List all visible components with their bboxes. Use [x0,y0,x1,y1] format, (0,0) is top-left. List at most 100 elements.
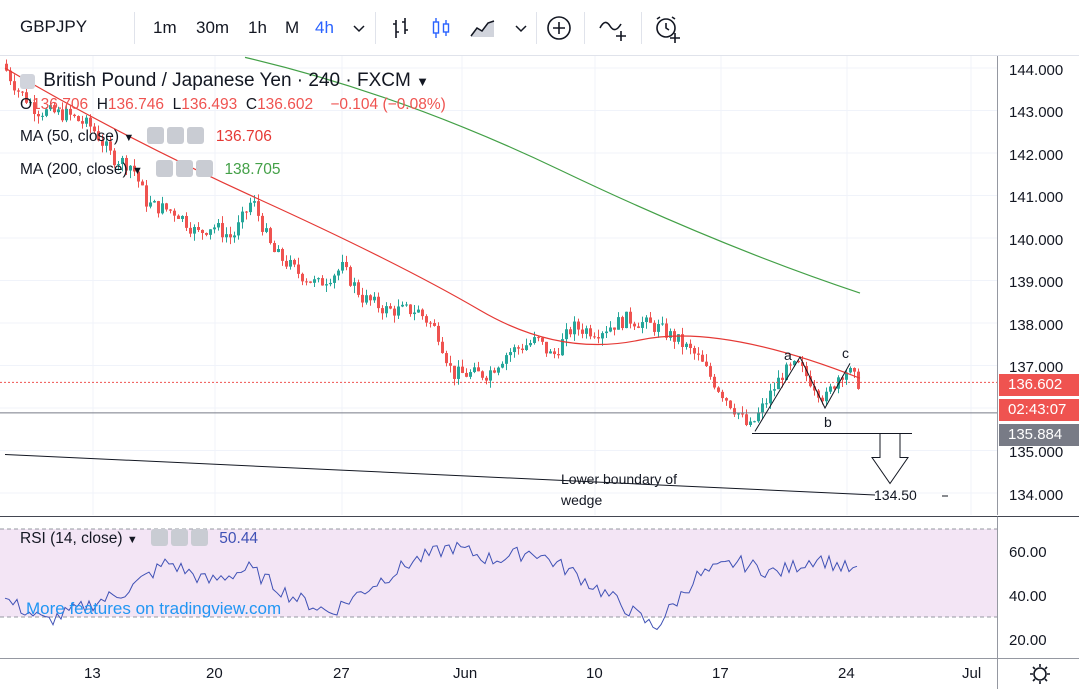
candle-up [529,343,532,346]
candle-up [525,345,528,351]
candle-down [197,227,200,230]
time-axis[interactable]: 13 20 27 Jun 10 17 24 Jul [0,658,997,689]
candle-down [725,398,728,401]
candle-up [365,295,368,303]
candle-down [425,316,428,323]
gear-icon[interactable] [175,160,193,177]
alert-icon[interactable] [651,12,683,44]
chevron-down-icon[interactable]: ▼ [123,132,135,144]
wave-c-label: c [842,345,849,361]
dropdown-chevron-icon[interactable] [343,12,375,44]
compare-icon[interactable] [597,12,629,44]
candle-up [793,360,796,366]
price-tick: 142.000 [1009,147,1064,164]
timeframe-month[interactable]: M [285,18,300,37]
rsi-label[interactable]: RSI (14, close) [20,530,123,547]
candle-down [141,181,144,186]
candle-down [781,377,784,381]
candle-up [657,324,660,332]
target-label: 134.50 [874,487,917,503]
top-toolbar: GBPJPY 1m 30m 1h M 4h [0,0,1079,56]
gear-icon[interactable] [167,127,185,144]
chevron-down-icon[interactable]: ▼ [126,534,138,546]
candle-down [389,306,392,309]
timeframe-30m[interactable]: 30m [196,18,230,37]
price-axis[interactable]: 144.000 143.000 142.000 141.000 140.000 … [997,56,1079,515]
candle-down [5,63,8,71]
chevron-down-icon[interactable]: ▼ [132,165,143,177]
gear-icon[interactable] [998,659,1079,689]
promo-link[interactable]: More features on tradingview.com [26,599,282,618]
candle-up [737,413,740,415]
legend-title-row: British Pound / Japanese Yen · 240 · FXC… [20,70,429,92]
candle-up [193,227,196,234]
gear-icon[interactable] [170,529,188,546]
symbol-search[interactable]: GBPJPY [20,17,88,36]
legend-ohlc-row: O136.706 H136.746 L136.493 C136.602 −0.1… [20,96,446,114]
candle-down [853,368,856,372]
timeframe-1m[interactable]: 1m [153,18,177,37]
candle-up [233,235,236,238]
close-icon[interactable] [190,529,208,546]
legend-ma200-row: MA (200, close) ▼ 138.705 [20,160,280,179]
candle-up [41,115,44,117]
eye-icon[interactable] [155,160,173,177]
candle-down [813,386,816,391]
chevron-down-icon[interactable] [505,12,537,44]
collapse-legend-icon[interactable] [20,74,35,89]
rsi-legend-row: RSI (14, close) ▼ 50.44 [20,529,258,548]
candle-down [461,366,464,373]
candle-down [17,90,20,92]
wedge-lower-boundary [4,454,876,496]
candle-up [45,109,48,116]
candle-up [241,211,244,223]
price-tick: 138.000 [1009,317,1064,334]
candle-down [733,408,736,415]
close-icon[interactable] [187,127,205,144]
candle-down [477,367,480,372]
rsi-pane[interactable]: RSI (14, close) ▼ 50.44 More features on… [0,516,997,658]
close-icon[interactable] [195,160,213,177]
candle-down [101,140,104,146]
rsi-line [4,541,858,631]
candle-up [677,334,680,342]
candle-down [245,211,248,213]
bar-chart-icon[interactable] [385,12,417,44]
candle-down [221,223,224,238]
candle-down [465,372,468,377]
candle-up [825,391,828,402]
open-value: 136.706 [32,96,89,113]
timeframe-4h[interactable]: 4h [315,18,334,37]
candle-down [13,81,16,91]
candle-up [777,377,780,390]
eye-icon[interactable] [150,529,168,546]
chart-settings[interactable] [997,658,1079,689]
candle-down [125,157,128,171]
eye-icon[interactable] [147,127,165,144]
rsi-axis[interactable]: 60.00 40.00 20.00 [997,516,1079,658]
candle-up [129,165,132,171]
area-chart-icon[interactable] [466,12,498,44]
candle-up [501,363,504,368]
price-tick: 140.000 [1009,232,1064,249]
candle-down [709,366,712,377]
candle-up [209,229,212,235]
candle-up [57,109,60,113]
timeframe-1h[interactable]: 1h [248,18,267,37]
candle-down [25,92,28,103]
candle-down [357,282,360,295]
candle-down [821,397,824,402]
ma200-label[interactable]: MA (200, close) [20,161,128,178]
candle-down [689,343,692,349]
price-chart-pane[interactable]: British Pound / Japanese Yen · 240 · FXC… [0,56,997,515]
add-indicator-icon[interactable] [543,12,575,44]
candle-up [277,249,280,253]
candle-down [309,281,312,283]
candlestick-icon[interactable] [425,12,457,44]
candle-down [381,308,384,314]
ma50-label[interactable]: MA (50, close) [20,128,120,145]
candle-down [185,215,188,228]
candle-down [261,215,264,232]
candle-down [637,326,640,328]
chevron-down-icon[interactable]: ▼ [416,74,429,89]
